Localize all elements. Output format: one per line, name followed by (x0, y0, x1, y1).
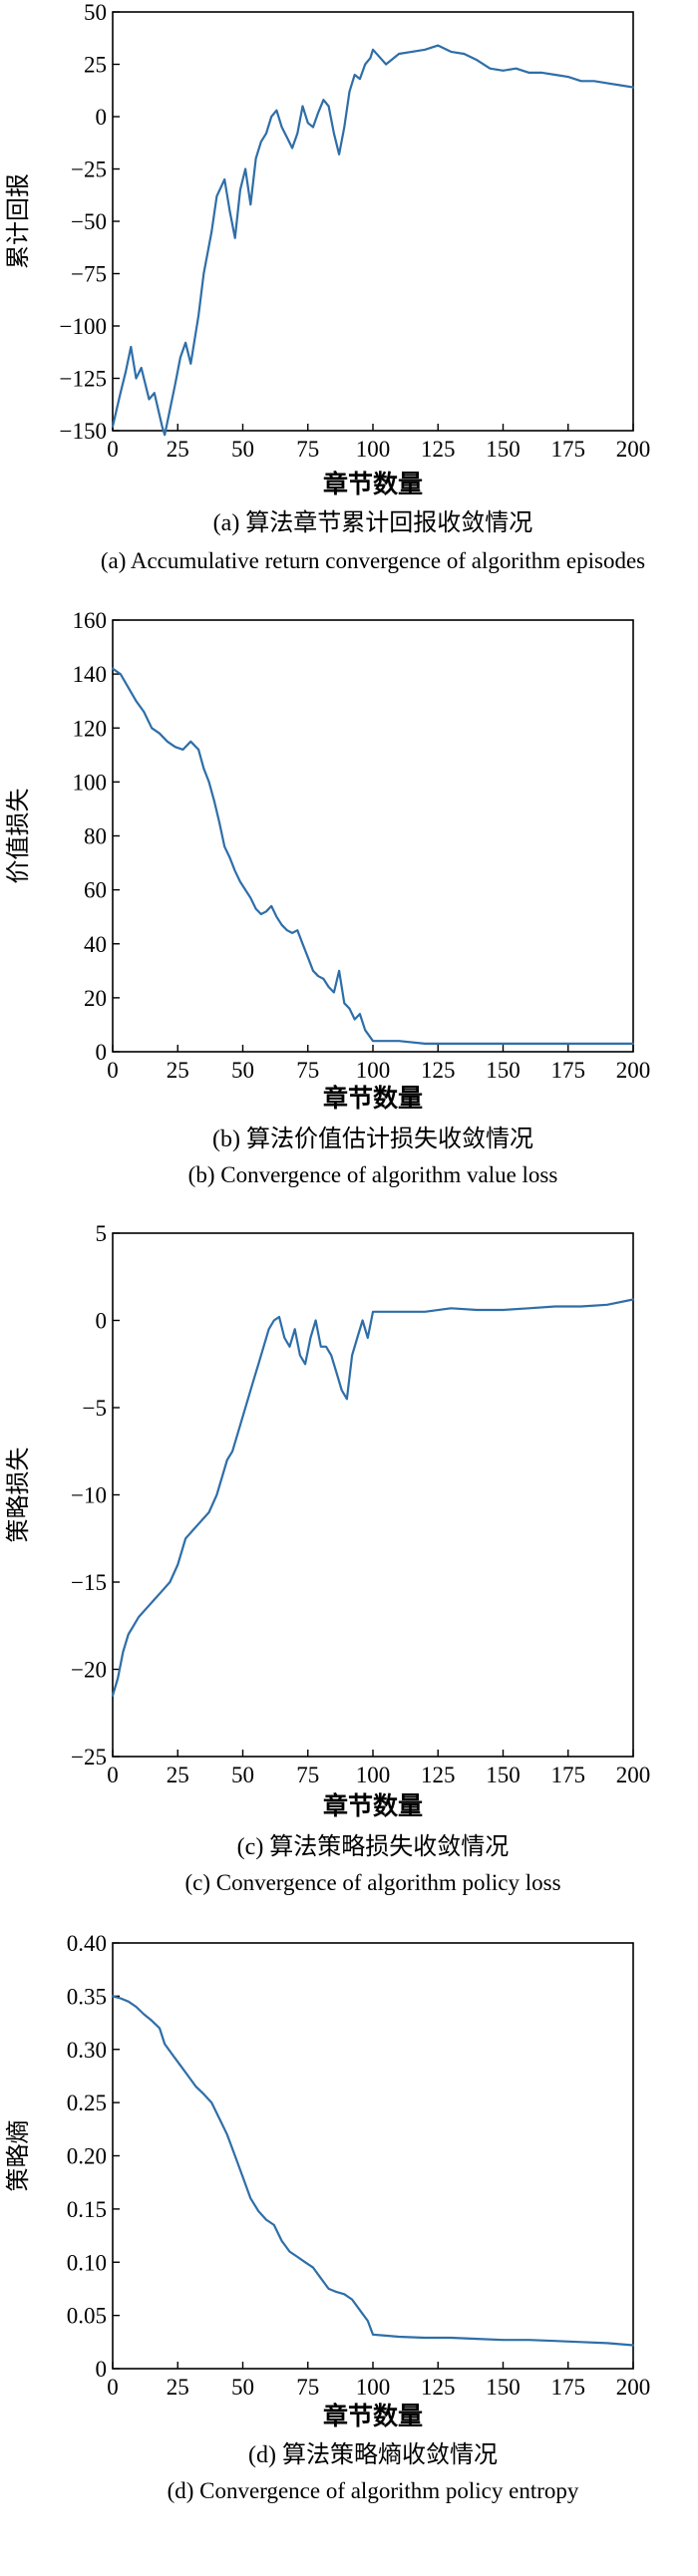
x-tick-label: 100 (356, 437, 391, 462)
y-tick-label: 0 (96, 1040, 108, 1065)
x-tick-label: 50 (231, 437, 254, 462)
y-tick-label: 0.30 (67, 2038, 107, 2063)
x-tick-label: 0 (107, 2375, 119, 2400)
caption-en-d: (d) Convergence of algorithm policy entr… (168, 2478, 579, 2503)
y-tick-label: −15 (71, 1570, 107, 1595)
y-tick-label: 20 (84, 986, 107, 1011)
chart-panel-d: 0 25 50 75 100 125 150 175 200 0.40 0.35 0.30 0.25 0.… (5, 1931, 650, 2503)
chart-panel-c: 0 25 50 75 100 125 150 175 20050−5−10−15−20−25策略… (5, 1221, 650, 1895)
x-tick-label: 200 (616, 1058, 651, 1083)
series-line-a (111, 44, 635, 437)
y-tick-label: 5 (96, 1221, 108, 1246)
y-tick-label: 50 (84, 0, 107, 25)
y-tick-label: −10 (71, 1483, 107, 1508)
y-tick-label: −25 (71, 1745, 107, 1770)
y-tick-label: 0.15 (67, 2197, 107, 2222)
x-tick-label: 0 (107, 1058, 119, 1083)
x-axis-label-d: 章节数量 (323, 2402, 423, 2430)
caption-cn-a: (a) 算法章节累计回报收敛情况 (213, 509, 533, 536)
y-tick-label: 60 (84, 878, 107, 903)
y-tick-label: 0 (96, 105, 108, 130)
x-tick-label: 75 (296, 437, 319, 462)
y-tick-label: −125 (60, 367, 107, 392)
y-tick-label: 0.05 (67, 2304, 107, 2329)
chart-panel-a: 0 25 50 75 100 125 150 175 200 50 25 0 −25 −50 −75 −100… (5, 0, 650, 573)
x-tick-label: 0 (107, 1763, 119, 1787)
y-tick-label: 0 (96, 2357, 108, 2382)
y-tick-label: 160 (73, 608, 108, 633)
x-tick-label: 125 (421, 2375, 456, 2400)
x-tick-label: 100 (356, 1763, 391, 1787)
x-tick-label: 150 (486, 437, 521, 462)
plot-frame-b (112, 619, 634, 1053)
x-tick-label: 175 (551, 437, 586, 462)
caption-en-c: (c) Convergence of algorithm policy loss (184, 1870, 560, 1895)
y-tick-label: 0.35 (67, 1984, 107, 2009)
x-tick-label: 0 (107, 437, 119, 462)
x-tick-label: 50 (231, 1763, 254, 1787)
x-tick-label: 175 (551, 1763, 586, 1787)
x-tick-label: 200 (616, 2375, 651, 2400)
caption-cn-d: (d) 算法策略熵收敛情况 (248, 2441, 498, 2468)
series-line-c (111, 1298, 635, 1697)
y-tick-label: 100 (73, 770, 108, 795)
y-tick-label: 25 (84, 53, 107, 78)
x-tick-label: 25 (167, 1763, 189, 1787)
y-axis-label-d: 策略熵 (5, 2120, 32, 2192)
y-tick-label: 0.20 (67, 2144, 107, 2169)
y-tick-label: 40 (84, 932, 107, 957)
x-tick-label: 125 (421, 1058, 456, 1083)
x-tick-label: 200 (616, 1763, 651, 1787)
plot-frame-d (112, 1942, 634, 2370)
chart-panel-b: 0 25 50 75 100 125 150 175 200160140120100806040… (5, 608, 650, 1187)
caption-en-a: (a) Accumulative return convergence of a… (101, 548, 645, 573)
y-tick-label: −20 (71, 1658, 107, 1683)
x-tick-label: 125 (421, 437, 456, 462)
x-axis-label-b: 章节数量 (323, 1084, 423, 1113)
y-tick-label: 0.40 (67, 1931, 107, 1956)
x-tick-label: 150 (486, 1763, 521, 1787)
y-axis-label-b: 价值损失 (5, 789, 32, 884)
y-tick-label: −25 (71, 158, 107, 182)
caption-en-b: (b) Convergence of algorithm value loss (188, 1162, 558, 1187)
y-tick-label: −150 (60, 419, 107, 444)
x-tick-label: 25 (167, 437, 189, 462)
y-tick-label: −100 (60, 314, 107, 339)
x-tick-label: 175 (551, 1058, 586, 1083)
y-tick-label: 140 (73, 662, 108, 687)
x-tick-label: 100 (356, 1058, 391, 1083)
y-tick-label: −75 (71, 262, 107, 287)
x-tick-label: 150 (486, 1058, 521, 1083)
x-tick-label: 25 (167, 2375, 189, 2400)
y-axis-label-a: 累计回报 (5, 173, 32, 269)
caption-cn-c: (c) 算法策略损失收敛情况 (237, 1833, 510, 1860)
y-axis-label-c: 策略损失 (5, 1448, 32, 1543)
series-line-d (111, 1995, 635, 2347)
y-tick-label: 80 (84, 824, 107, 849)
y-tick-label: 0 (96, 1309, 108, 1334)
x-axis-label-a: 章节数量 (323, 470, 423, 498)
x-tick-label: 150 (486, 2375, 521, 2400)
y-tick-label: 120 (73, 716, 108, 741)
y-tick-label: 0.10 (67, 2250, 107, 2275)
caption-cn-b: (b) 算法价值估计损失收敛情况 (212, 1126, 533, 1152)
x-tick-label: 100 (356, 2375, 391, 2400)
x-tick-label: 25 (167, 1058, 189, 1083)
x-tick-label: 50 (231, 1058, 254, 1083)
x-tick-label: 50 (231, 2375, 254, 2400)
x-tick-label: 75 (296, 1058, 319, 1083)
x-tick-label: 125 (421, 1763, 456, 1787)
x-tick-label: 175 (551, 2375, 586, 2400)
x-tick-label: 75 (296, 2375, 319, 2400)
series-line-b (111, 667, 635, 1045)
x-axis-label-c: 章节数量 (323, 1791, 423, 1820)
x-tick-label: 75 (296, 1763, 319, 1787)
y-tick-label: 0.25 (67, 2091, 107, 2115)
x-tick-label: 200 (616, 437, 651, 462)
y-tick-label: −5 (83, 1396, 107, 1421)
y-tick-label: −50 (71, 209, 107, 234)
